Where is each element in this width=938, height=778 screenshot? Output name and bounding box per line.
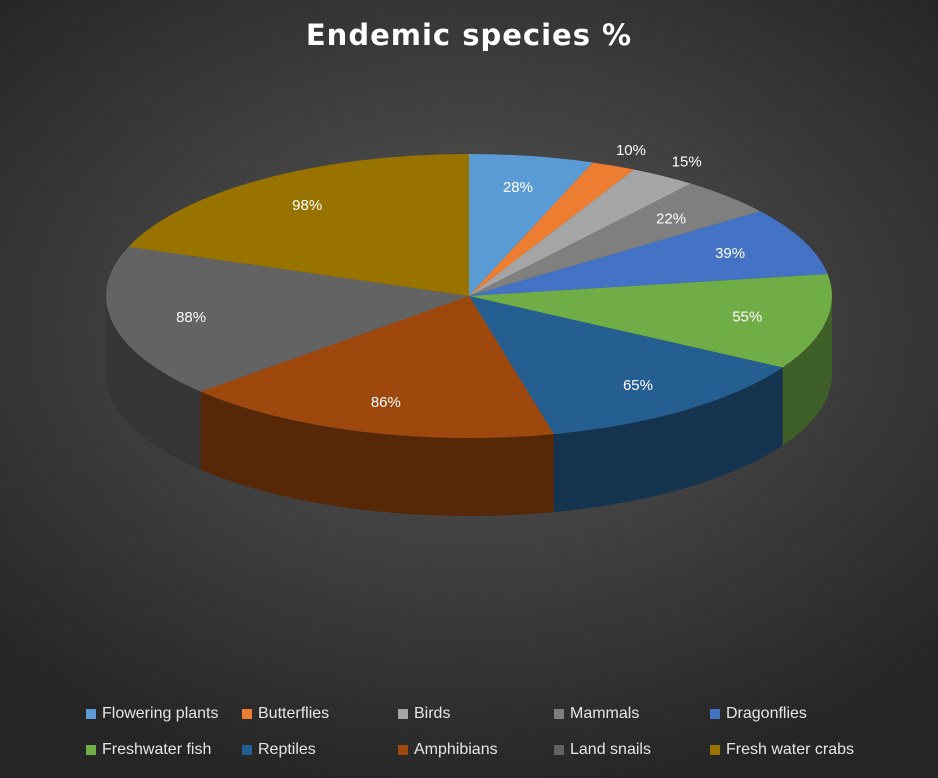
pie-slice-birds — [469, 169, 692, 296]
legend-swatch — [554, 709, 564, 719]
legend-item-butterflies: Butterflies — [242, 703, 398, 725]
legend-item-land-snails: Land snails — [554, 739, 710, 761]
pie-side-amphibians — [200, 391, 554, 516]
legend-label: Butterflies — [258, 705, 330, 722]
pie-slice-amphibians — [200, 296, 554, 438]
pie-slice-fresh-water-crabs — [128, 154, 469, 296]
legend-label: Land snails — [570, 741, 651, 758]
pie-slice-reptiles — [469, 296, 783, 435]
legend-swatch — [710, 745, 720, 755]
pie-slice-dragonflies — [469, 211, 828, 296]
legend-swatch — [554, 745, 564, 755]
legend-swatch — [710, 709, 720, 719]
pie-chart: 28% 10% 15% 22% 39% 55% 65% 86% 88% 98% — [105, 142, 832, 516]
legend-label: Fresh water crabs — [726, 741, 855, 758]
legend-swatch — [398, 709, 408, 719]
legend-swatch — [398, 745, 408, 755]
legend-swatch — [242, 745, 252, 755]
legend-label: Amphibians — [414, 741, 498, 758]
legend-item-amphibians: Amphibians — [398, 739, 554, 761]
legend-label: Freshwater fish — [102, 741, 212, 758]
legend-item-reptiles: Reptiles — [242, 739, 398, 761]
pie-side-land-snails — [106, 296, 201, 470]
legend-label: Reptiles — [258, 741, 316, 758]
data-label-butterflies: 10% — [616, 142, 646, 159]
data-label-freshwater-fish: 55% — [732, 309, 762, 326]
pie-side-reptiles — [553, 367, 783, 513]
legend: Flowering plants Butterflies Birds Mammals D… — [86, 703, 916, 761]
legend-item-fresh-water-crabs: Fresh water crabs — [710, 739, 910, 761]
legend-swatch — [242, 709, 252, 719]
data-label-land-snails: 88% — [176, 309, 206, 326]
legend-item-mammals: Mammals — [554, 703, 710, 725]
legend-label: Flowering plants — [102, 705, 219, 722]
data-label-birds: 15% — [672, 154, 702, 171]
data-label-flowering-plants: 28% — [503, 179, 533, 196]
data-label-reptiles: 65% — [623, 377, 653, 394]
pie-slice-land-snails — [105, 246, 470, 392]
pie-slice-freshwater-fish — [469, 274, 832, 368]
legend-item-birds: Birds — [398, 703, 554, 725]
legend-item-freshwater-fish: Freshwater fish — [86, 739, 242, 761]
data-label-dragonflies: 39% — [715, 245, 745, 262]
data-label-fresh-water-crabs: 98% — [292, 197, 322, 214]
legend-swatch — [86, 745, 96, 755]
legend-label: Dragonflies — [726, 705, 807, 722]
pie-side-freshwater-fish — [782, 296, 832, 446]
pie-slice-butterflies — [469, 162, 634, 296]
data-label-mammals: 22% — [656, 210, 686, 227]
data-label-amphibians: 86% — [371, 394, 401, 411]
pie-slice-mammals — [469, 183, 761, 296]
legend-swatch — [86, 709, 96, 719]
legend-label: Birds — [414, 705, 451, 722]
legend-label: Mammals — [570, 705, 640, 722]
pie-slice-flowering-plants — [469, 154, 593, 296]
legend-item-dragonflies: Dragonflies — [710, 703, 910, 725]
chart-title: Endemic species % — [305, 18, 633, 52]
legend-item-flowering-plants: Flowering plants — [86, 703, 242, 725]
